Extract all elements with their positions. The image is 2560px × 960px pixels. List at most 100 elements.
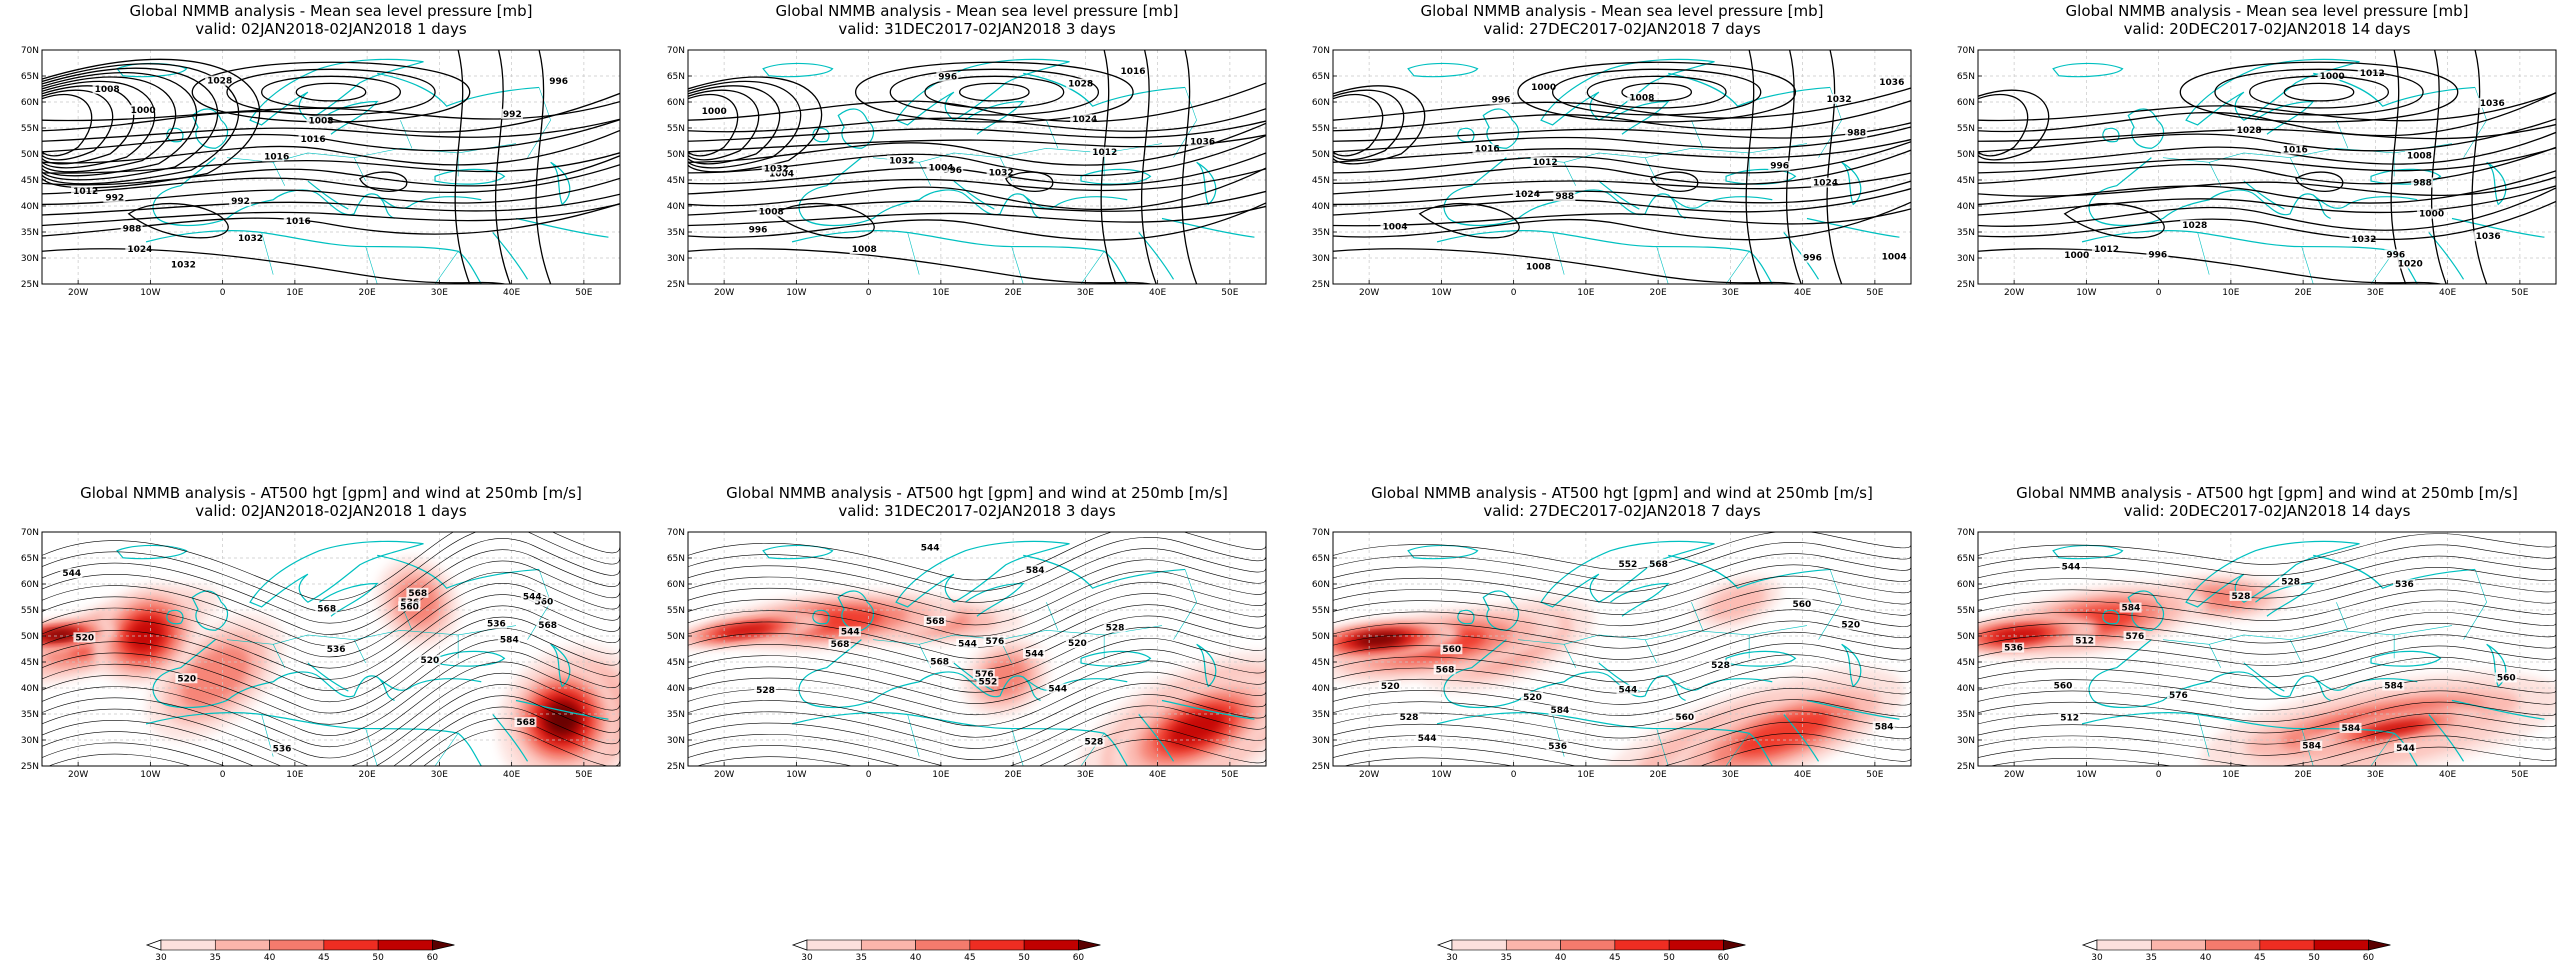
contour-label: 996 [1803,254,1822,264]
contour-label: 1000 [702,107,727,117]
contour-label: 528 [1106,624,1125,634]
map-area: 996 996 1016 1036 988 1000 1000 1020 1036 1032 102… [1978,50,2556,284]
lat-tick-label: 40N [667,684,685,694]
contour-label: 1000 [2064,251,2089,261]
lon-tick-label: 30E [2367,288,2384,298]
contour-label: 1004 [769,170,794,180]
map-area: 584 544 512 584 560 560 528 576 584 512 536 536 544 5… [1978,532,2556,766]
contour-label: 1016 [2283,145,2308,155]
contour-label: 512 [2060,713,2079,723]
colorbar-tick-label: 50 [372,953,384,960]
lon-tick-label: 30E [1722,770,1739,780]
lon-tick-label: 30E [431,288,448,298]
contour-label: 568 [317,604,336,614]
contour-label: 1008 [1629,93,1654,103]
lat-tick-label: 35N [21,710,39,720]
contour-label: 544 [523,592,542,602]
wind-colorbar: 30 35 40 45 50 60 [145,939,455,960]
panel-title: Global NMMB analysis - Mean sea level pr… [130,2,533,20]
contour-label: 1012 [1533,158,1558,168]
lon-tick-label: 20W [68,770,88,780]
contour-label: 552 [978,677,997,687]
contour-label: 584 [1026,566,1045,576]
contour-label: 1028 [207,77,232,87]
lat-tick-label: 45N [667,658,685,668]
lon-tick-label: 20W [1359,288,1379,298]
panel-title: Global NMMB analysis - Mean sea level pr… [2066,2,2469,20]
lat-tick-label: 35N [1957,228,1975,238]
panel-mslp-4: Global NMMB analysis - Mean sea level pr… [1957,2,2557,298]
lat-tick-label: 55N [667,606,685,616]
lon-tick-label: 40E [2439,770,2456,780]
lon-tick-label: 20W [2004,770,2024,780]
lon-tick-label: 10W [2076,288,2096,298]
contour-label: 1032 [171,261,196,271]
lon-tick-label: 40E [2439,288,2456,298]
lat-tick-label: 45N [667,176,685,186]
lon-tick-label: 40E [1149,770,1166,780]
map-frame [1332,49,1912,285]
contour-label: 568 [516,718,535,728]
panel-z500-4: Global NMMB analysis - AT500 hgt [gpm] a… [1957,484,2557,960]
map-area: 1024 1016 996 1000 1008 992 988 1028 1032 1032 100… [42,50,620,284]
lat-tick-label: 55N [1312,124,1330,134]
lon-tick-label: 10E [1577,288,1594,298]
contour-label: 576 [2126,632,2145,642]
lon-tick-label: 10W [140,288,160,298]
lon-tick-label: 10E [932,288,949,298]
colorbar-tick-label: 50 [1018,953,1030,960]
panel-z500-2: Global NMMB analysis - AT500 hgt [gpm] a… [667,484,1267,960]
contour-label: 1000 [131,106,156,116]
lat-tick-label: 45N [21,658,39,668]
contour-label: 1032 [238,234,263,244]
contour-label: 544 [1025,649,1044,659]
contour-label: 992 [105,193,124,203]
lon-tick-label: 10E [2222,288,2239,298]
colorbar-tick-label: 40 [264,953,276,960]
contour-labels: 1024 1036 1008 1024 1012 996 1016 988 1000 1032 10… [1380,76,1907,273]
contour-label: 528 [1711,661,1730,671]
lat-tick-label: 35N [1312,228,1330,238]
lat-tick-label: 60N [667,98,685,108]
lon-tick-label: 50E [1866,770,1883,780]
contour-label: 528 [2281,577,2300,587]
lat-tick-label: 70N [667,528,685,538]
contour-label: 520 [421,656,440,666]
contour-label: 1028 [1068,80,1093,90]
panel-subtitle: valid: 20DEC2017-02JAN2018 14 days [2124,502,2411,520]
lon-tick-label: 20E [1650,770,1667,780]
lat-tick-label: 65N [667,72,685,82]
lat-tick-label: 35N [1312,710,1330,720]
lon-tick-label: 30E [1077,288,1094,298]
contour-label: 1032 [2351,235,2376,245]
contour-label: 544 [958,640,977,650]
lat-tick-label: 35N [667,710,685,720]
lat-tick-label: 65N [1957,72,1975,82]
lon-tick-label: 0 [2156,288,2162,298]
contour-label: 1008 [309,117,334,127]
map-area: 536 560 520 520 528 560 584 552 568 584 568 544 544 5… [1333,532,1911,766]
lon-tick-label: 50E [2511,288,2528,298]
panel-subtitle: valid: 31DEC2017-02JAN2018 3 days [838,502,1115,520]
lat-tick-label: 40N [1312,684,1330,694]
lat-tick-label: 65N [21,554,39,564]
contour-label: 1024 [1072,115,1097,125]
contour-label: 1024 [1515,190,1540,200]
contour-label: 988 [1847,129,1866,139]
contour-labels: 576 576 528 544 568 568 568 520 544 584 528 552 544 5… [754,542,1126,748]
colorbar-tick-label: 45 [964,953,975,960]
contour-label: 528 [2232,592,2251,602]
contour-label: 996 [943,166,962,176]
lat-tick-label: 50N [1957,150,1975,160]
contour-label: 996 [938,73,957,83]
contour-label: 576 [2169,691,2188,701]
lon-tick-label: 40E [1149,288,1166,298]
contours [42,516,620,814]
contour-labels: 1024 1016 996 1000 1008 992 988 1028 1032 1032 100… [71,75,570,271]
contour-label: 568 [1436,665,1455,675]
contour-label: 520 [177,674,196,684]
colorbar-tick-label: 35 [1501,953,1512,960]
lat-tick-label: 45N [1957,658,1975,668]
map-area: 576 576 528 544 568 568 568 520 544 584 528 552 544 5… [688,532,1266,766]
contour-labels: 536 560 520 520 528 560 584 552 568 584 568 544 544 5… [1378,558,1895,752]
